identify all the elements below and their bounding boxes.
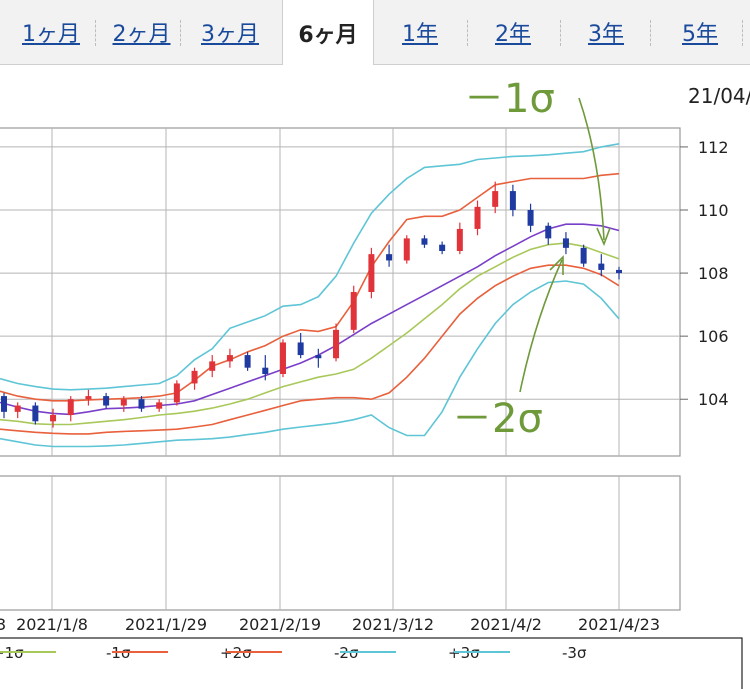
candle-body <box>67 399 74 415</box>
annotation-arrowhead-2 <box>549 255 564 275</box>
y-tick-label: 106 <box>698 327 729 346</box>
annotation-arrow-2 <box>519 259 563 393</box>
x-tick-label: 2021/3/12 <box>352 615 434 634</box>
sub-plot-frame <box>0 475 681 611</box>
x-tick-label: 2021/2/19 <box>239 615 321 634</box>
candle-body <box>156 402 163 409</box>
candle-body <box>403 238 410 261</box>
tab-separator <box>650 20 651 46</box>
candle-body <box>14 405 21 412</box>
x-tick-label: 2021/1/29 <box>125 615 207 634</box>
candle-body <box>297 342 304 356</box>
candle-body <box>173 383 180 403</box>
candle-body <box>120 399 127 406</box>
period-tab-bar: 1ヶ月 2ヶ月 3ヶ月 6ヶ月 1年 2年 3年 5年 <box>0 0 750 65</box>
candle-body <box>138 399 145 409</box>
tab-5[interactable]: 1年 <box>402 22 438 47</box>
candle-body <box>509 191 516 210</box>
tab-3[interactable]: 3ヶ月 <box>201 22 259 47</box>
tab-8[interactable]: 5年 <box>682 22 718 47</box>
tab-separator <box>467 20 468 46</box>
candle-body <box>598 263 605 270</box>
candle-body <box>226 355 233 362</box>
band-line-1 <box>0 223 620 416</box>
candle-body <box>32 405 39 422</box>
annotation-arrow-1 <box>578 97 605 241</box>
candle-body <box>191 370 198 384</box>
annotation-arrowhead-1 <box>596 227 611 247</box>
x-tick-label: 2021/4/2 <box>470 615 542 634</box>
candle-body <box>315 355 322 359</box>
x-tick-label-partial: 3 <box>0 615 6 634</box>
tab-1[interactable]: 1ヶ月 <box>22 22 80 47</box>
y-tick-label: 108 <box>698 264 729 283</box>
candle-body <box>333 329 340 359</box>
tab-separator <box>742 20 743 46</box>
legend-box <box>0 637 743 689</box>
candle-body <box>386 254 393 261</box>
band-line-2 <box>0 242 620 426</box>
annotation-minus-2-sigma: －2σ <box>452 396 543 442</box>
y-tick-label: 112 <box>698 138 729 157</box>
candle-body <box>580 247 587 264</box>
candle-body <box>545 225 552 239</box>
candle-body <box>527 210 534 226</box>
candle-body <box>616 269 622 274</box>
candle-body <box>474 206 481 229</box>
tab-7[interactable]: 3年 <box>588 22 624 47</box>
main-plot-frame <box>0 127 681 457</box>
tab-separator <box>180 20 181 46</box>
tab-separator <box>560 20 561 46</box>
x-tick-label: 2021/4/23 <box>578 615 660 634</box>
candle-body <box>279 342 286 374</box>
candle-body <box>50 415 57 422</box>
band-line-6 <box>0 280 620 448</box>
candle-body <box>1 396 7 412</box>
candle-body <box>492 191 499 207</box>
y-tick-label: 104 <box>698 390 729 409</box>
candle-body <box>439 244 446 251</box>
x-tick-label: 2021/1/8 <box>16 615 88 634</box>
candle-body <box>421 238 428 245</box>
candle-body <box>85 396 92 400</box>
band-line-4 <box>0 264 620 435</box>
band-line-5 <box>0 143 620 391</box>
annotation-minus-1-sigma: －1σ <box>464 76 555 122</box>
candle-body <box>244 355 251 368</box>
legend-label: -3σ <box>562 644 587 662</box>
candle-body <box>103 396 110 406</box>
date-label: 21/04/ <box>688 84 750 108</box>
candle-body <box>368 254 375 292</box>
tab-2[interactable]: 2ヶ月 <box>112 22 171 47</box>
tab-separator <box>95 20 96 46</box>
candle-body <box>209 361 216 371</box>
tab-4[interactable]: 6ヶ月 <box>282 0 374 65</box>
candle-body <box>456 228 463 251</box>
tab-6[interactable]: 2年 <box>495 22 531 47</box>
y-tick-label: 110 <box>698 201 729 220</box>
candle-body <box>262 367 269 374</box>
candle-body <box>562 238 569 248</box>
candle-body <box>350 292 357 330</box>
